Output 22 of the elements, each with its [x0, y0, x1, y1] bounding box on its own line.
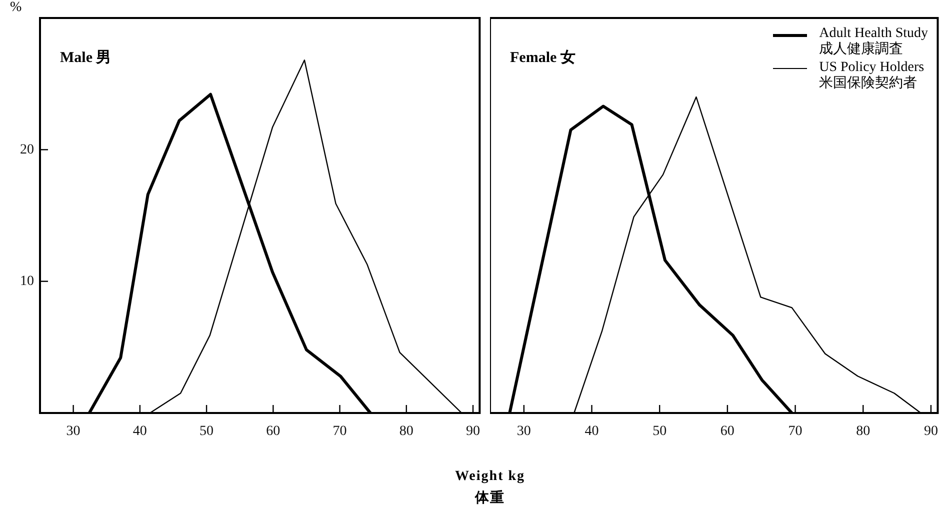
- x-tick-label: 60: [720, 424, 734, 440]
- x-tick-label: 70: [332, 424, 347, 440]
- x-tick-label: 50: [200, 424, 214, 440]
- y-tick-label: 20: [20, 142, 34, 158]
- x-axis-title: Weight kg 体重: [454, 468, 526, 508]
- x-tick-label: 40: [584, 424, 599, 440]
- x-tick-label: 90: [924, 424, 938, 440]
- x-tick-label: 60: [266, 424, 280, 440]
- x-tick-label: 70: [788, 424, 802, 440]
- y-tick-label: 10: [20, 274, 34, 290]
- x-tick-label: 80: [856, 424, 870, 440]
- x-tick-label: 50: [652, 424, 667, 440]
- x-tick-label: 30: [66, 424, 80, 440]
- text: Female 女: [510, 48, 576, 67]
- x-tick-label: 90: [466, 424, 480, 440]
- text: Male 男: [60, 48, 112, 67]
- x-tick-label: 40: [132, 424, 147, 440]
- x-tick-label: 80: [399, 424, 414, 440]
- legend-label: Adult Health Study 成人健康調査: [819, 26, 928, 58]
- legend-label: US Policy Holders 米国保険契約者: [819, 60, 924, 92]
- x-tick-label: 30: [516, 424, 531, 440]
- y-axis-title: %: [10, 0, 22, 16]
